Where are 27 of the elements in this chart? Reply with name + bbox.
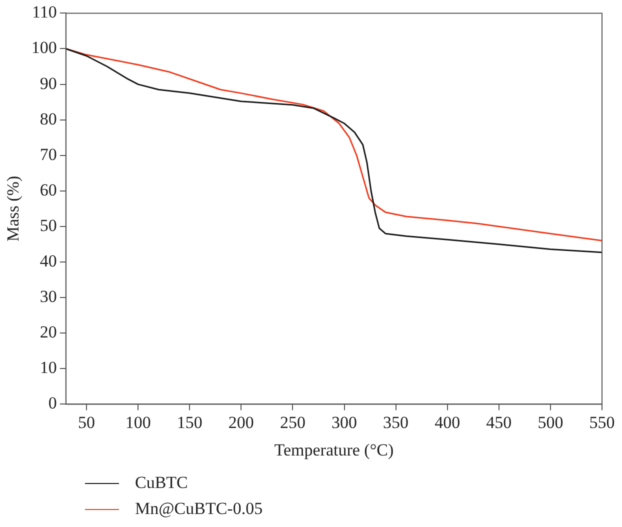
legend-label: Mn@CuBTC-0.05 (135, 499, 263, 519)
x-tick-label: 350 (383, 412, 409, 432)
x-tick-label: 400 (434, 412, 460, 432)
y-axis-title: Mass (%) (4, 176, 23, 242)
x-tick-label: 300 (332, 412, 358, 432)
y-tick-label: 10 (40, 358, 57, 378)
y-tick-label: 70 (40, 144, 57, 164)
x-axis-title: Temperature (°C) (274, 440, 394, 460)
y-tick-label: 50 (40, 216, 57, 235)
x-tick-label: 150 (176, 412, 202, 432)
y-tick-label: 20 (40, 322, 57, 342)
x-tick-label: 100 (125, 412, 151, 432)
y-tick-label: 100 (31, 38, 57, 58)
x-tick-label: 550 (589, 412, 615, 432)
y-tick-label: 40 (40, 251, 57, 270)
y-tick-label: 110 (32, 2, 57, 22)
x-tick-label: 50 (78, 412, 96, 432)
y-tick-label: 0 (48, 394, 57, 413)
y-tick-label: 80 (40, 109, 57, 128)
y-tick-label: 60 (40, 180, 57, 200)
x-tick-label: 200 (228, 412, 254, 432)
legend-label: CuBTC (135, 473, 188, 493)
x-tick-label: 450 (486, 412, 512, 432)
x-tick-label: 500 (538, 412, 564, 432)
y-tick-label: 30 (40, 287, 57, 306)
y-tick-label: 90 (40, 74, 57, 93)
x-tick-label: 250 (280, 412, 306, 432)
